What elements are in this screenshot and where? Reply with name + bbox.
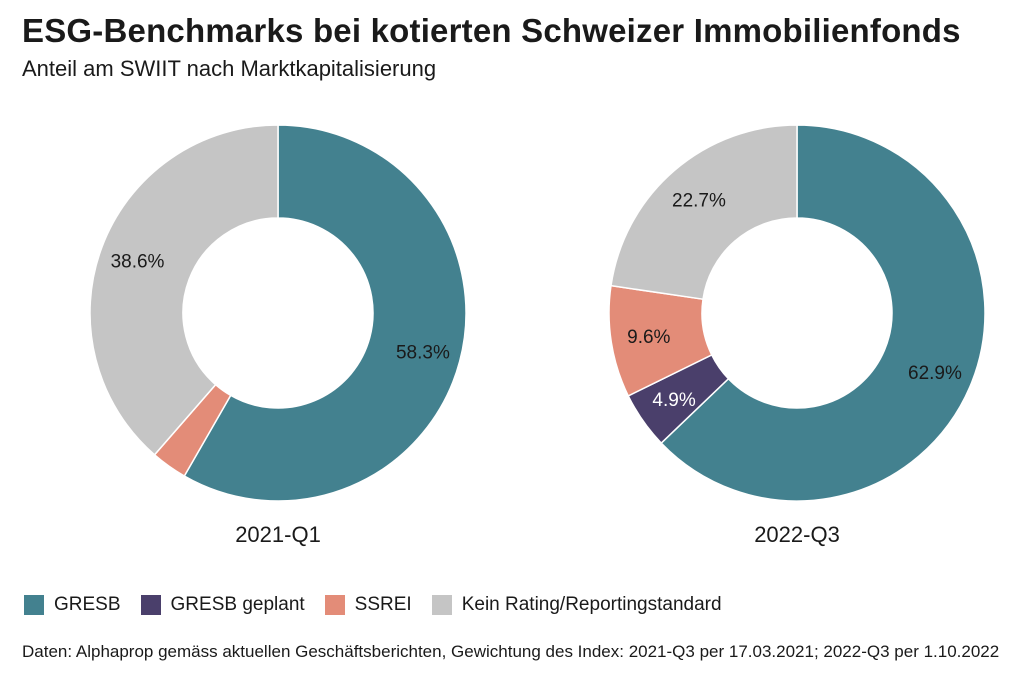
legend-item-kein-rating: Kein Rating/Reportingstandard — [431, 594, 722, 616]
donut-charts: 58.3% 38.6% 2021-Q1 62.9% 4.9% 9.6% 22.7% 2022-… — [89, 124, 986, 547]
chart-period-label: 2022-Q3 — [754, 522, 840, 547]
legend-swatch — [140, 595, 161, 615]
data-label: 38.6% — [111, 251, 165, 272]
chart-subtitle: Anteil am SWIIT nach Marktkapitalisierun… — [22, 56, 437, 81]
donut-slice-2022-Q3-0 — [660, 124, 986, 502]
legend-swatch — [431, 595, 452, 615]
legend-label: Kein Rating/Reportingstandard — [461, 594, 722, 615]
chart-title: ESG-Benchmarks bei kotierten Schweizer I… — [22, 12, 961, 49]
data-label: 22.7% — [672, 190, 726, 211]
donut-slice-2021-Q1-0 — [183, 124, 467, 502]
legend-swatch — [24, 595, 44, 615]
legend-item-gresb: GRESB — [24, 594, 121, 616]
legend-item-ssrei: SSREI — [324, 594, 412, 616]
legend: GRESB GRESB geplant SSREI Kein Rating/Re… — [24, 594, 742, 616]
source-note: Daten: Alphaprop gemäss aktuellen Geschä… — [22, 642, 1000, 661]
legend-swatch — [324, 595, 345, 615]
data-label: 58.3% — [396, 343, 450, 364]
chart-period-label: 2021-Q1 — [235, 522, 321, 547]
legend-item-gresb-geplant: GRESB geplant — [140, 594, 305, 616]
donut-slice-2021-Q1-3 — [89, 124, 279, 456]
legend-label: GRESB — [54, 594, 121, 615]
data-label: 62.9% — [908, 363, 962, 384]
legend-label: SSREI — [354, 594, 412, 615]
data-label: 9.6% — [627, 327, 670, 348]
donut-slice-2022-Q3-3 — [610, 124, 798, 301]
data-label: 4.9% — [652, 390, 695, 411]
legend-label: GRESB geplant — [170, 594, 305, 615]
